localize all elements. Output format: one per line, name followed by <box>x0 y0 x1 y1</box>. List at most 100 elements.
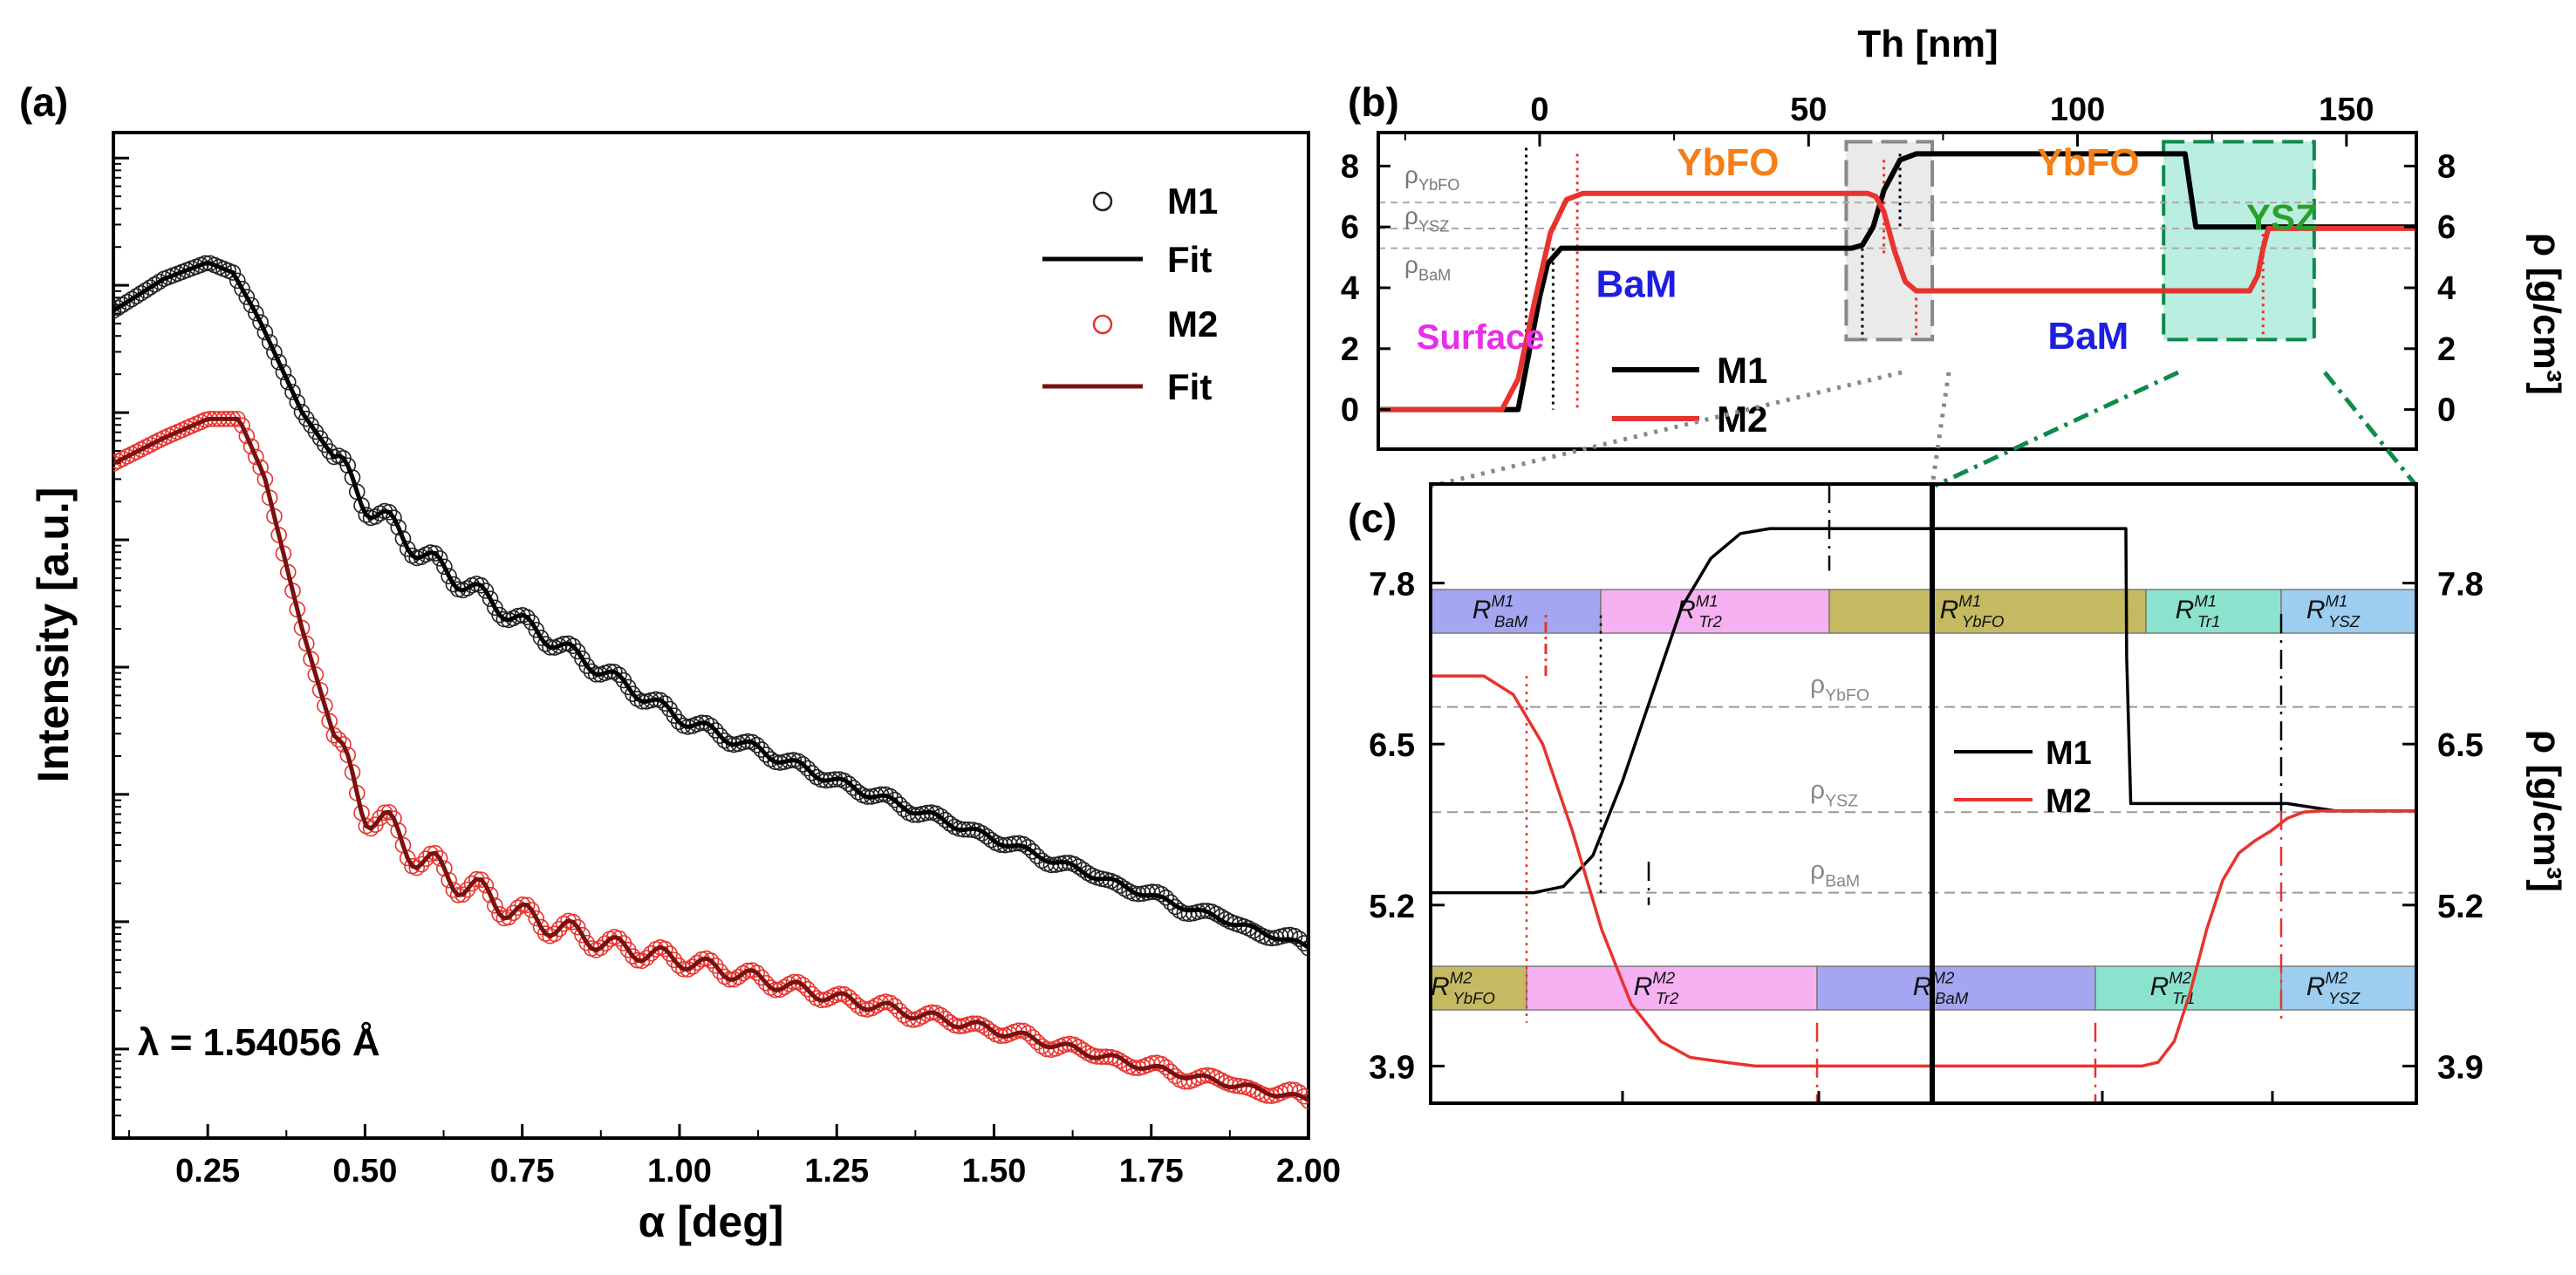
data-point-m1 <box>702 717 720 734</box>
panel-c-frame <box>1429 482 2418 1105</box>
panel-c: (c) ρ [g/cm³] RM1 BaM RM1 Tr2 RM1 YbFO RM1 Tr1 R… <box>1348 482 2568 1105</box>
region-bar-label-m1-tr1-sub: Tr1 <box>2197 612 2221 631</box>
data-point-m1 <box>113 299 126 317</box>
c-y-tick-label-right: 5.2 <box>2437 889 2484 925</box>
data-point-m1 <box>1144 883 1161 900</box>
data-point-m2 <box>463 875 481 892</box>
legend-m1-marker <box>1092 191 1113 212</box>
c-y-tick-label-right: 6.5 <box>2437 727 2484 764</box>
region-bar-label-m1-ybfo-sup: M1 <box>1958 592 1981 610</box>
panel-a-x-ticks: 0.25 0.50 0.75 1.00 1.25 1.50 1.75 2.00 <box>128 1124 1341 1190</box>
region-bar-label-m2-bam: RM2 BaM <box>1913 969 1969 1007</box>
data-point-m1 <box>578 658 596 674</box>
data-point-m1 <box>707 722 724 739</box>
data-point-m2 <box>445 882 462 898</box>
data-point-m2 <box>487 897 503 914</box>
region-bar-label-m2-ysz-sup: M2 <box>2325 969 2347 987</box>
region-bar-label-m1-tr2: RM1 Tr2 <box>1677 592 1722 631</box>
region-bar-label-m1-tr2-base: R <box>1677 596 1696 624</box>
data-point-m2 <box>712 963 728 980</box>
data-point-m2 <box>413 856 430 873</box>
region-bar-label-m2-ysz-base: R <box>2306 972 2326 1001</box>
data-point-m2 <box>238 427 256 445</box>
b-region-label: Surface <box>1417 318 1545 357</box>
b-ref-label-ysz-base: ρ <box>1404 202 1418 229</box>
panel-c-label: (c) <box>1348 495 1397 541</box>
region-bar-label-m1-tr1-base: R <box>2176 596 2195 624</box>
c-y-tick-label-left: 6.5 <box>1369 727 1415 764</box>
data-point-m1 <box>1079 864 1097 882</box>
data-point-m2 <box>399 849 416 867</box>
legend-fit1-label: Fit <box>1167 239 1212 280</box>
panel-b-ylabel: ρ [g/cm³] <box>2525 233 2568 395</box>
data-point-m2 <box>418 850 434 867</box>
data-point-m2 <box>335 736 352 753</box>
data-point-m1 <box>799 760 816 777</box>
panel-c-ticks: 3.9 3.9 5.2 5.2 6.5 6.5 7.8 7.8 <box>1369 567 2484 1103</box>
legend-b-m2-label: M2 <box>1717 399 1767 440</box>
data-point-m2 <box>468 870 485 888</box>
region-bar-label-m2-ybfo: RM2 YbFO <box>1431 969 1495 1007</box>
data-point-m2 <box>528 910 545 927</box>
a-x-tick-label: 1.50 <box>961 1153 1026 1190</box>
legend-fit2-label: Fit <box>1167 366 1212 407</box>
b-region-label: YbFO <box>1677 141 1779 184</box>
data-point-m1 <box>482 590 499 607</box>
panel-a-plot: 0.25 0.50 0.75 1.00 1.25 1.50 1.75 2.00 <box>112 131 1341 1190</box>
b-x-tick-label: 50 <box>1790 92 1827 128</box>
legend-c-m1-label: M1 <box>2046 735 2092 772</box>
panel-a-letter: a <box>32 79 55 125</box>
b-region-label: BaM <box>1596 262 1677 305</box>
data-point-m1 <box>243 297 260 314</box>
data-point-m2 <box>1300 1093 1308 1109</box>
region-bar-label-m1-bam-sup: M1 <box>1491 592 1513 610</box>
data-point-m1 <box>795 756 811 773</box>
data-point-m2 <box>666 951 683 969</box>
zoom-connector-left-a <box>1431 370 1903 488</box>
data-point-m2 <box>514 897 531 913</box>
a-x-tick-label: 0.50 <box>332 1153 397 1190</box>
data-point-m1 <box>1116 880 1133 897</box>
panel-b-frame <box>1377 131 2418 451</box>
data-point-m1 <box>394 530 412 547</box>
region-bar-label-m2-bam-base: R <box>1913 972 1932 1001</box>
legend-m2-marker <box>1092 314 1113 335</box>
data-point-m2 <box>1010 1022 1028 1039</box>
b-y-tick-label-right: 4 <box>2437 270 2456 307</box>
region-bar-label-m1-tr1-sup: M1 <box>2194 592 2217 610</box>
data-point-m2 <box>441 871 457 889</box>
b-y-tick-label-left: 2 <box>1341 331 1359 368</box>
data-point-m2 <box>330 731 347 748</box>
data-point-m1 <box>1139 884 1156 901</box>
data-point-m1 <box>896 801 912 818</box>
data-point-m2 <box>735 965 752 982</box>
data-point-m2 <box>390 822 407 839</box>
c-ref-label-ybfo-base: ρ <box>1810 671 1825 699</box>
panel-c-legend: M1 M2 <box>1954 735 2092 820</box>
region-bar-label-m1-ysz-sub: YSZ <box>2328 612 2361 631</box>
data-point-m1 <box>941 815 959 832</box>
data-point-m2 <box>477 876 495 894</box>
region-bar-label-m2-bam-sub: BaM <box>1935 989 1969 1007</box>
region-bar-label-m2-tr2-base: R <box>1634 972 1653 1001</box>
data-point-m1 <box>1300 940 1308 957</box>
zoom-connector-left-b <box>1930 372 1951 487</box>
panel-b: (b) Th [nm] ρ [g/cm³] 0 50 100 150 0 0 2 2 4 4 6 6 8… <box>1341 23 2568 488</box>
data-point-m2 <box>408 859 426 876</box>
region-bar-label-m1-tr1: RM1 Tr1 <box>2176 592 2221 631</box>
data-point-m2 <box>625 948 641 965</box>
panel-c-letter: c <box>1361 495 1384 541</box>
panel-a-series <box>113 255 1308 1109</box>
data-point-m2 <box>550 920 568 938</box>
b-ref-label-ysz: ρYSZ <box>1404 202 1449 235</box>
data-point-m1 <box>1162 894 1179 910</box>
b-y-tick-label-left: 6 <box>1341 209 1359 246</box>
data-point-m2 <box>1075 1041 1092 1059</box>
panel-a-frame <box>112 131 1310 1140</box>
a-x-tick-label: 1.00 <box>647 1153 712 1190</box>
data-point-m1 <box>712 727 728 744</box>
c-ref-label-ybfo-sub: YbFO <box>1825 686 1869 706</box>
